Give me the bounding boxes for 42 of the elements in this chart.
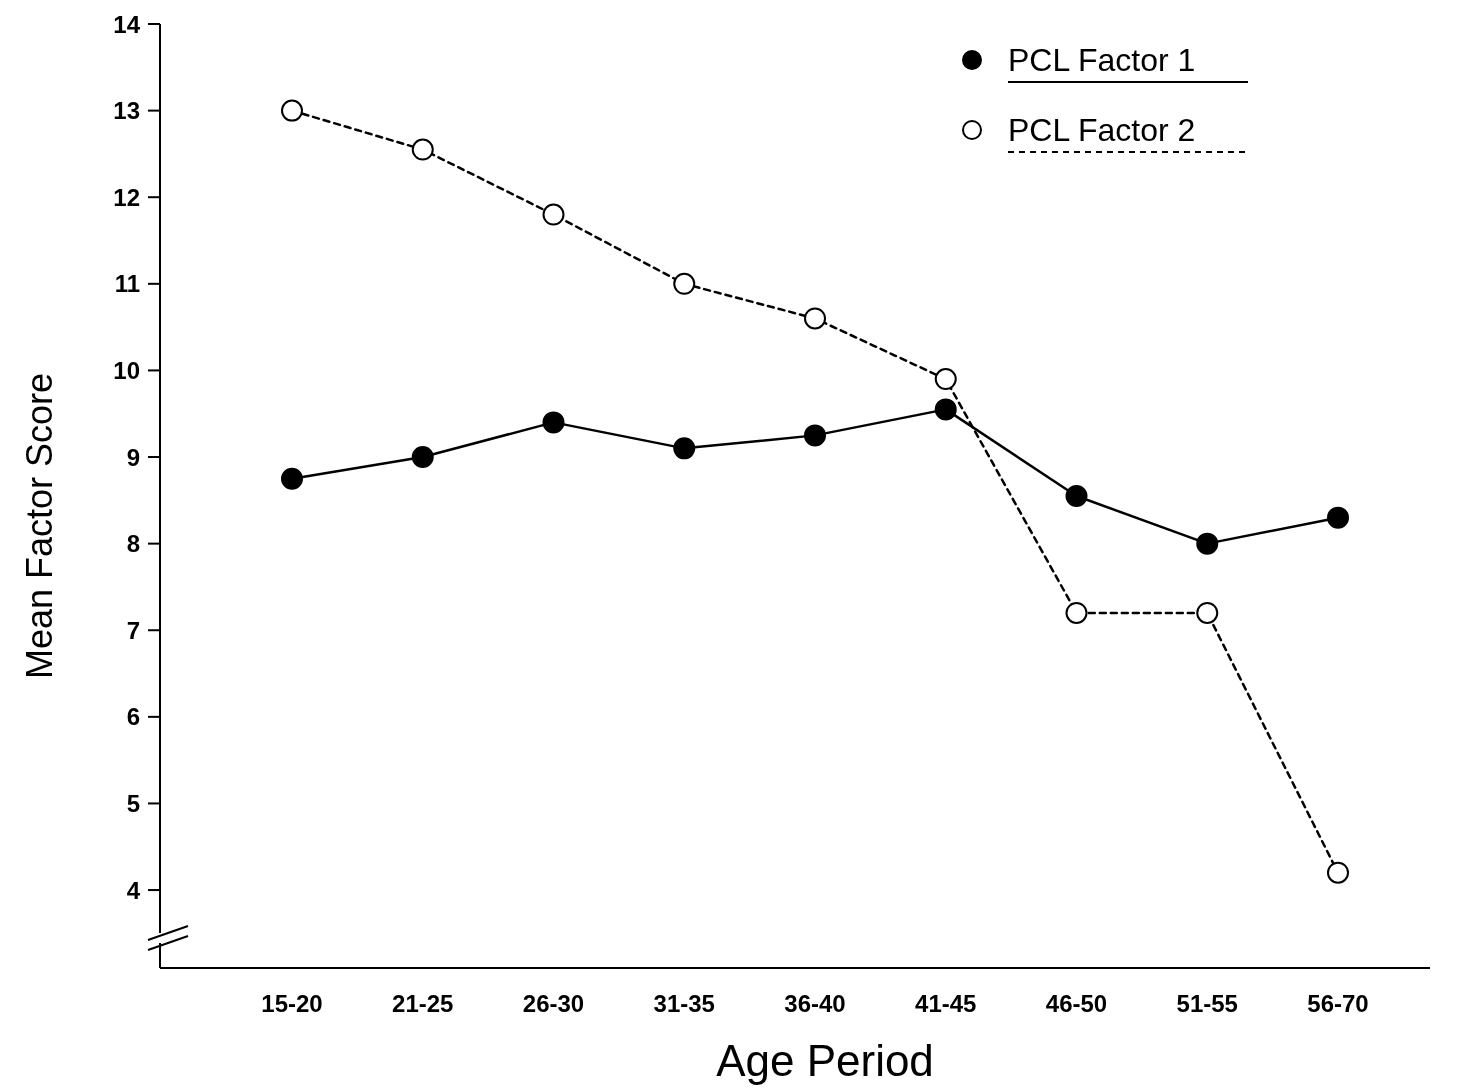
point [281,99,303,122]
point [934,398,957,421]
x-tick-label: 41-45 [915,990,977,1017]
point [804,307,826,330]
x-tick-label: 31-35 [653,990,715,1017]
x-tick-label: 21-25 [392,990,454,1017]
point [1065,485,1088,507]
y-tick-label: 13 [113,97,140,125]
point [673,437,696,460]
point [281,467,303,490]
point [1196,532,1219,555]
point [934,368,957,391]
y-tick-label: 14 [113,10,141,38]
y-tick-label: 9 [126,443,140,471]
x-tick-label: 46-50 [1045,990,1108,1017]
point [1327,506,1349,529]
y-tick-label: 6 [126,703,140,731]
point [542,203,565,226]
point [804,424,826,447]
x-tick-label: 56-70 [1307,990,1369,1017]
x-tick-label: 15-20 [261,990,323,1017]
y-tick-label: 10 [113,356,140,384]
point [1065,601,1088,624]
y-axis-title: Mean Factor Score [19,372,60,680]
legend-label: PCL Factor 2 [1008,112,1196,148]
legend-label: PCL Factor 1 [1008,42,1196,78]
point [1196,601,1219,624]
point [411,446,434,469]
x-tick-label: 51-55 [1176,990,1238,1017]
y-tick-label: 12 [113,183,140,211]
point [1327,861,1349,884]
y-tick-label: 7 [126,616,140,644]
point [673,272,696,295]
y-tick-label: 4 [126,876,141,904]
x-tick-label: 26-30 [522,990,585,1017]
x-axis-title: Age Period [716,1036,934,1085]
point [411,138,434,161]
y-tick-label: 8 [126,530,140,558]
point [542,411,565,434]
x-tick-label: 36-40 [784,990,846,1017]
y-tick-label: 5 [126,789,140,817]
y-tick-label: 11 [114,270,140,298]
